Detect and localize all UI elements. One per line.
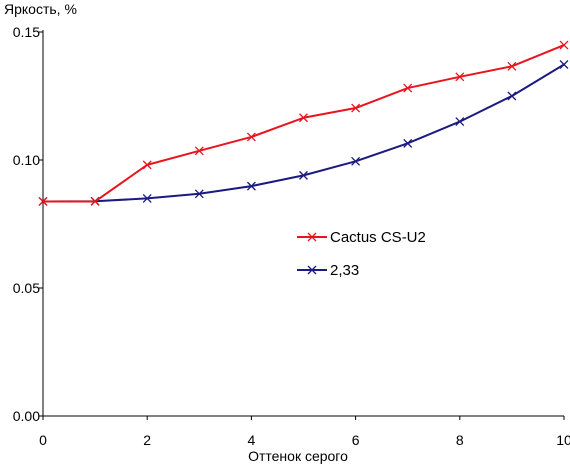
x-tick-label: 10 <box>556 432 570 448</box>
data-point-marker <box>455 72 465 82</box>
data-point-marker <box>38 197 48 206</box>
legend-marker <box>307 232 317 242</box>
y-tick-labels: 0.00 0.05 0.10 0.15 <box>13 24 43 424</box>
series-0 <box>38 40 569 206</box>
x-tick-labels: 0 2 4 6 8 10 <box>39 416 570 448</box>
x-tick-label: 4 <box>248 432 256 448</box>
data-point-marker <box>507 61 517 71</box>
data-point-marker <box>299 113 308 123</box>
y-axis-title: Яркость, % <box>4 1 77 17</box>
series-layer <box>38 40 569 206</box>
y-tick-label: 0.10 <box>13 152 40 168</box>
x-axis-title: Оттенок серого <box>248 448 348 464</box>
data-point-marker <box>142 193 152 203</box>
series-line <box>42 63 565 203</box>
data-point-marker <box>194 189 204 199</box>
series-line <box>43 44 565 203</box>
legend: Cactus CS-U2 2,33 <box>297 229 426 279</box>
data-point-marker <box>90 197 100 206</box>
legend-label: Cactus CS-U2 <box>330 229 426 246</box>
data-point-marker <box>351 103 361 113</box>
data-point-marker <box>403 83 413 93</box>
x-tick-label: 8 <box>456 432 464 448</box>
data-point-marker <box>559 40 569 50</box>
x-tick-label: 6 <box>352 432 360 448</box>
legend-label: 2,33 <box>330 262 359 279</box>
data-point-marker <box>351 156 361 166</box>
y-tick-label: 0.00 <box>13 408 40 424</box>
data-point-marker <box>403 138 413 148</box>
data-point-marker <box>559 60 569 69</box>
x-tick-label: 0 <box>39 432 47 448</box>
x-tick-label: 2 <box>143 432 151 448</box>
data-point-marker <box>142 160 152 170</box>
data-point-marker <box>507 91 517 101</box>
series-1 <box>38 60 569 206</box>
y-tick-label: 0.05 <box>13 280 40 296</box>
data-point-marker <box>246 181 256 191</box>
data-point-marker <box>455 117 465 127</box>
data-point-marker <box>299 170 308 180</box>
legend-marker <box>307 265 317 275</box>
data-point-marker <box>246 132 256 142</box>
y-tick-label: 0.15 <box>13 24 40 40</box>
data-point-marker <box>194 146 204 156</box>
